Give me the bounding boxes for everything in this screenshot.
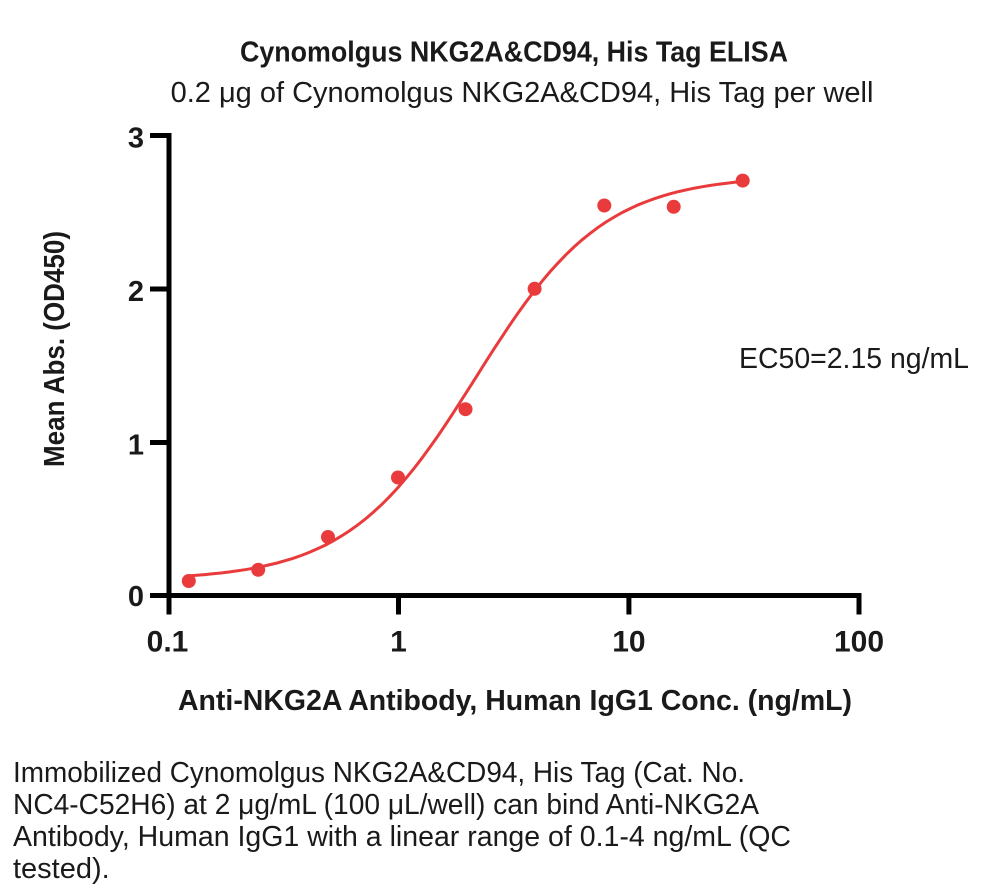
svg-text:1: 1 <box>128 430 144 462</box>
svg-text:Mean Abs. (OD450): Mean Abs. (OD450) <box>39 231 71 467</box>
svg-text:tested).: tested). <box>13 853 110 885</box>
svg-text:0.1: 0.1 <box>147 626 189 659</box>
svg-text:EC50=2.15 ng/mL: EC50=2.15 ng/mL <box>739 343 969 375</box>
svg-text:NC4-C52H6) at 2 μg/mL (100 μL/: NC4-C52H6) at 2 μg/mL (100 μL/well) can … <box>13 789 760 821</box>
svg-text:0: 0 <box>128 581 144 613</box>
svg-text:1: 1 <box>390 626 407 659</box>
svg-text:2: 2 <box>128 276 144 308</box>
svg-text:Immobilized Cynomolgus NKG2A&C: Immobilized Cynomolgus NKG2A&CD94, His T… <box>13 757 745 789</box>
svg-text:Antibody, Human IgG1 with a li: Antibody, Human IgG1 with a linear range… <box>13 821 791 853</box>
svg-text:100: 100 <box>834 626 884 659</box>
svg-text:Anti-NKG2A Antibody, Human IgG: Anti-NKG2A Antibody, Human IgG1 Conc. (n… <box>178 685 852 717</box>
svg-text:Cynomolgus NKG2A&CD94, His Tag: Cynomolgus NKG2A&CD94, His Tag ELISA <box>240 37 788 69</box>
svg-text:10: 10 <box>612 626 645 659</box>
svg-text:3: 3 <box>128 123 144 155</box>
svg-text:0.2 μg of Cynomolgus NKG2A&CD9: 0.2 μg of Cynomolgus NKG2A&CD94, His Tag… <box>171 77 874 109</box>
